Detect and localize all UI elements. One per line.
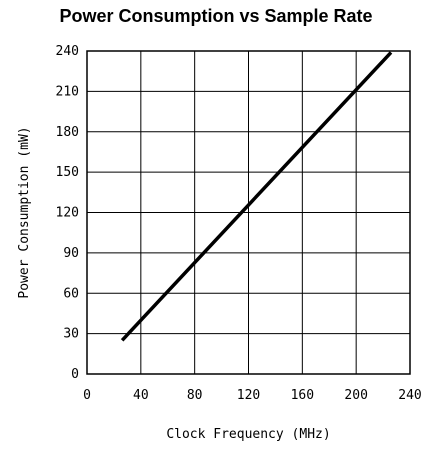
x-tick-label: 120 xyxy=(237,388,260,403)
x-tick-label: 200 xyxy=(344,388,367,403)
x-tick-label: 80 xyxy=(187,388,203,403)
y-tick-label: 120 xyxy=(56,206,79,221)
x-tick-label: 40 xyxy=(133,388,149,403)
y-tick-label: 60 xyxy=(63,286,79,301)
y-tick-label: 210 xyxy=(56,84,79,99)
plot-frame xyxy=(86,50,411,375)
y-tick-label: 150 xyxy=(56,165,79,180)
y-tick-label: 90 xyxy=(63,246,79,261)
y-tick-label: 0 xyxy=(71,367,79,382)
x-tick-label: 240 xyxy=(398,388,421,403)
power-series-line xyxy=(120,51,393,342)
x-tick-labels: 0 40 80 120 160 200 240 xyxy=(83,388,422,403)
y-tick-label: 240 xyxy=(56,44,79,59)
x-tick-label: 160 xyxy=(291,388,314,403)
y-tick-label: 30 xyxy=(63,327,79,342)
y-tick-label: 180 xyxy=(56,125,79,140)
y-axis-label: Power Consumption (mW) xyxy=(17,126,32,298)
y-tick-labels: 0 30 60 90 120 150 180 210 240 xyxy=(56,44,79,382)
chart-title: Power Consumption vs Sample Rate xyxy=(59,6,373,26)
x-axis-label: Clock Frequency (MHz) xyxy=(166,427,330,442)
series-group xyxy=(120,51,393,342)
x-tick-label: 0 xyxy=(83,388,91,403)
